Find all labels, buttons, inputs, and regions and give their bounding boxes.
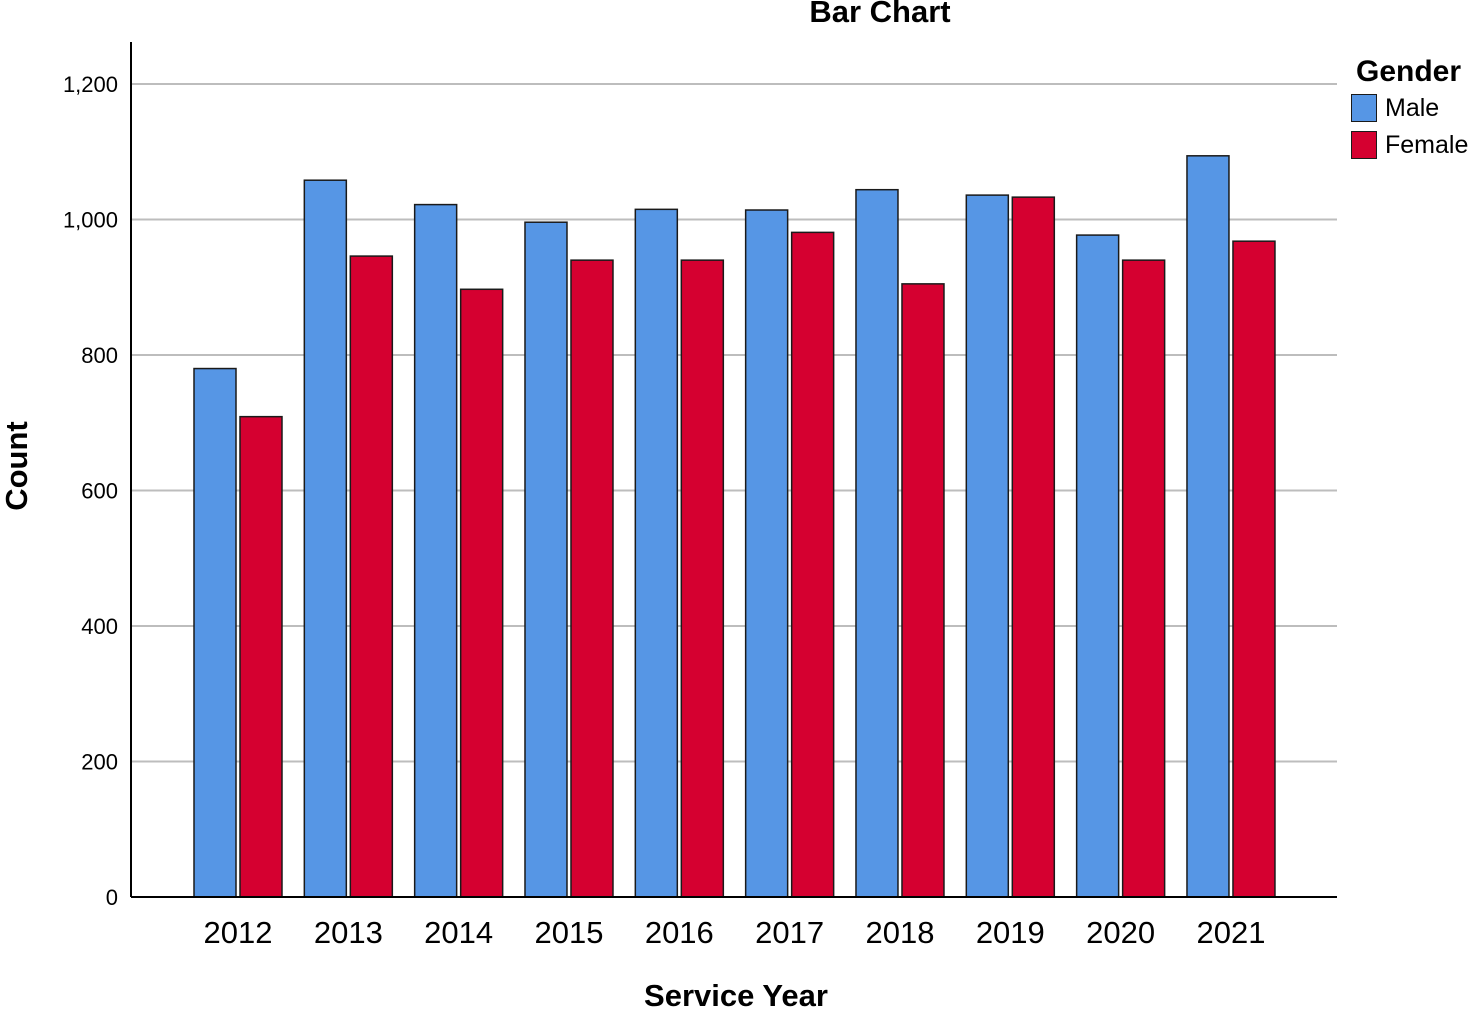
bar-male-2019 [965,194,1010,898]
bar-female-2015 [570,259,614,898]
x-tick-label: 2015 [535,915,604,950]
x-tick-label: 2020 [1086,915,1155,950]
bar-male-2012 [193,367,237,898]
x-tick-label: 2019 [976,915,1045,950]
bar-female-2012 [239,415,283,898]
bar-male-2018 [855,188,899,898]
legend-item-female: Female [1350,128,1476,165]
y-tick-label: 600 [81,479,118,504]
legend-swatch-female [1351,131,1377,159]
bar-male-2014 [413,203,458,898]
bar-male-2015 [524,221,568,898]
y-tick-label: 1,000 [63,208,118,233]
legend-label-male: Male [1385,94,1440,122]
bar-female-2018 [901,283,945,898]
bar-male-2020 [1075,234,1120,898]
y-tick-label: 800 [81,343,118,368]
bar-female-2013 [349,255,394,898]
x-tick-label: 2018 [865,915,934,950]
bar-female-2021 [1232,240,1276,898]
y-axis-label: Count [0,421,34,511]
bar-male-2016 [634,208,679,898]
legend-title: Gender [1356,55,1462,88]
y-tick-label: 400 [81,614,118,639]
x-tick-label: 2021 [1196,915,1265,950]
bar-male-2013 [303,179,348,898]
legend-label-female: Female [1385,131,1469,159]
x-tick-label: 2012 [204,915,273,950]
legend-item-male: Male [1350,91,1476,128]
legend: Gender Male Female [1350,55,1476,165]
bar-male-2021 [1186,155,1230,898]
x-axis-label: Service Year [644,978,828,1013]
x-tick-label: 2017 [755,915,824,950]
y-tick-label: 200 [81,750,118,775]
bar-female-2019 [1011,196,1056,898]
bar-female-2016 [680,259,725,898]
legend-swatch-male [1351,94,1377,122]
bar-female-2020 [1121,259,1166,898]
chart-title: Bar Chart [809,0,951,29]
y-tick-label: 0 [106,885,118,910]
x-tick-label: 2013 [314,915,383,950]
bar-male-2017 [744,209,789,898]
y-tick-label: 1,200 [63,72,118,97]
bar-female-2017 [790,231,835,898]
bar-female-2014 [459,288,504,898]
x-tick-label: 2016 [645,915,714,950]
x-tick-label: 2014 [424,915,493,950]
